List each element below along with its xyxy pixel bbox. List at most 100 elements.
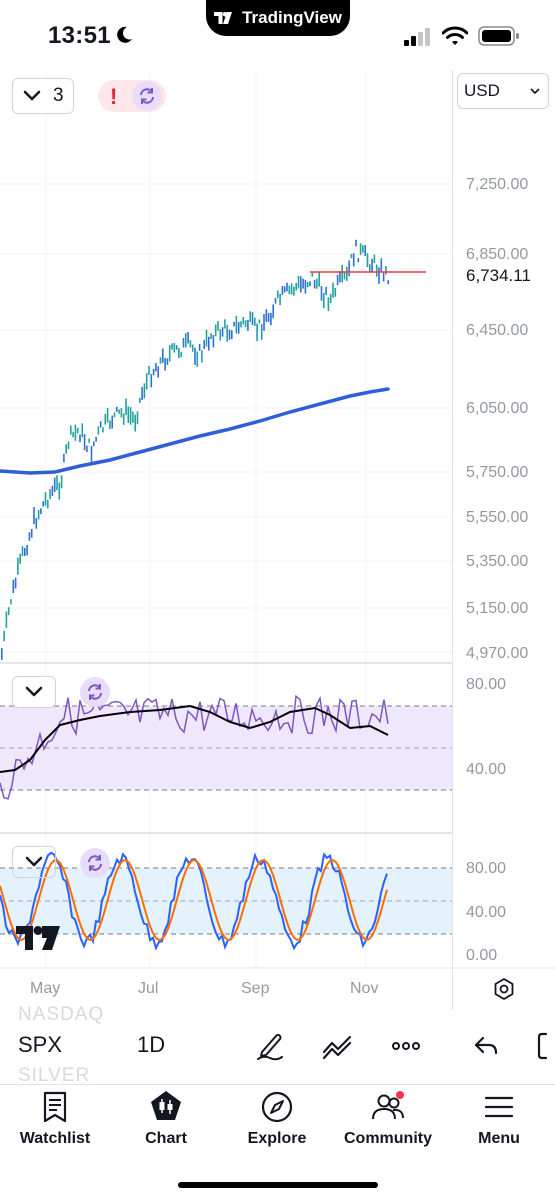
candle (134, 414, 136, 432)
currency-dropdown[interactable]: USD (457, 73, 549, 109)
chevron-down-icon (530, 88, 540, 95)
drawing-tool-icon[interactable] (254, 1030, 286, 1062)
rsi-pane-toggle[interactable] (12, 676, 56, 708)
stoch-d-line (0, 859, 388, 942)
candle (274, 298, 277, 304)
tab-chart[interactable]: Chart (111, 1090, 221, 1148)
tab-watchlist[interactable]: Watchlist (0, 1090, 110, 1148)
candle (49, 489, 51, 500)
candle (316, 278, 318, 289)
candle (329, 293, 332, 304)
candle (226, 324, 228, 342)
dynamic-island-label: TradingView (242, 8, 342, 27)
candle (212, 335, 215, 348)
candle (235, 315, 238, 334)
candle (380, 258, 383, 272)
sync-button-rsi[interactable] (80, 677, 110, 707)
candle (139, 397, 141, 403)
tab-label: Watchlist (19, 1130, 91, 1147)
candle (205, 329, 208, 347)
candle (93, 441, 95, 447)
candle (373, 254, 376, 264)
candle (247, 320, 249, 331)
cellular-signal-icon (404, 28, 430, 46)
candle (302, 278, 304, 289)
time-axis-label: Sep (241, 980, 270, 997)
more-icon[interactable] (390, 1030, 422, 1062)
price-axis-label: 6,850.00 (466, 246, 529, 263)
candle (233, 321, 235, 327)
symbol-selector[interactable]: SPX (18, 1032, 63, 1057)
resolution-selector[interactable]: 1D (137, 1032, 166, 1057)
candle (10, 599, 12, 605)
tab-label: Menu (478, 1130, 520, 1147)
candle (265, 309, 268, 322)
candle (106, 408, 109, 423)
candle (366, 253, 369, 268)
candle (249, 311, 251, 323)
candle (136, 411, 139, 425)
candle (150, 374, 153, 388)
moving-average-line (0, 387, 390, 475)
candle (300, 276, 302, 293)
candle (111, 415, 113, 429)
tab-community[interactable]: Community (333, 1090, 443, 1148)
candle (3, 631, 5, 642)
candle (42, 501, 44, 507)
tab-label: Explore (247, 1130, 307, 1147)
candle (162, 348, 164, 363)
candle (385, 266, 387, 275)
candle (21, 546, 24, 557)
candle (203, 340, 205, 349)
candle (74, 424, 77, 441)
candle (339, 271, 341, 283)
chart-canvas[interactable] (0, 70, 555, 1010)
candle (260, 324, 263, 340)
chart-plot (0, 70, 555, 969)
candle (375, 264, 378, 277)
candle (334, 288, 337, 297)
candle (251, 312, 254, 325)
candle (256, 323, 258, 342)
candle (182, 338, 185, 348)
candle (325, 286, 327, 296)
price-axis-label: 5,550.00 (466, 509, 529, 526)
menu-icon (484, 1096, 514, 1118)
fullscreen-icon[interactable] (534, 1030, 555, 1062)
chart-settings-icon[interactable] (492, 977, 516, 1001)
candle (290, 283, 293, 295)
indicators-icon[interactable] (321, 1030, 353, 1062)
candle (88, 438, 90, 443)
undo-icon[interactable] (470, 1030, 502, 1062)
interval-dropdown[interactable]: 3 (12, 78, 74, 114)
candle (208, 336, 210, 351)
candle (65, 444, 67, 454)
candle (332, 282, 334, 298)
candle (83, 434, 86, 451)
candle (178, 347, 180, 359)
candle (19, 553, 21, 564)
stoch-axis-label: 40.00 (466, 904, 507, 921)
chevron-down-icon (23, 90, 41, 101)
moon-icon (117, 26, 132, 43)
candle (104, 413, 107, 425)
sync-button-main[interactable] (132, 81, 162, 111)
chart-toolbar (0, 1010, 555, 1082)
stoch-pane-toggle[interactable] (12, 846, 56, 878)
candle (270, 312, 272, 326)
tab-explore[interactable]: Explore (222, 1090, 332, 1148)
compass-icon (261, 1091, 293, 1123)
candle (348, 260, 350, 277)
tab-menu[interactable]: Menu (444, 1090, 554, 1148)
candle (33, 507, 35, 525)
candle (56, 475, 58, 490)
sync-button-stoch[interactable] (80, 848, 110, 878)
candle (175, 345, 178, 350)
tab-label: Community (344, 1130, 432, 1147)
candle (309, 281, 311, 287)
candle (40, 508, 42, 515)
sync-icon (88, 684, 102, 700)
candle (318, 271, 320, 287)
candle (109, 420, 111, 430)
candle (327, 297, 330, 311)
